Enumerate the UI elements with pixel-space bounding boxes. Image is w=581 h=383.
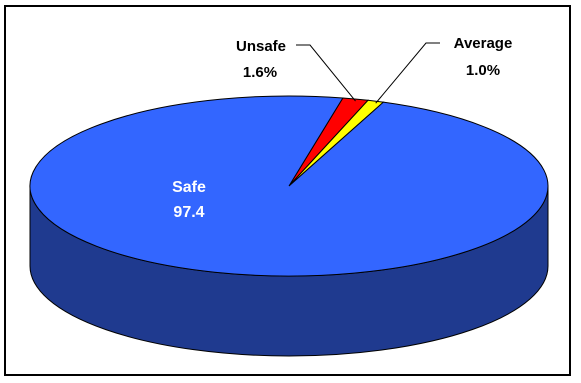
slice-label-safe-value: 97.4 — [173, 204, 204, 221]
slice-label-average-name: Average — [454, 35, 513, 52]
leader-lines — [296, 42, 440, 104]
leader-line-average — [375, 42, 440, 104]
slice-label-average-value: 1.0% — [466, 62, 500, 79]
pie-top-group — [29, 95, 549, 277]
pie-slice-safe — [29, 95, 549, 277]
leader-line-unsafe — [296, 44, 356, 102]
slice-label-unsafe-value: 1.6% — [243, 64, 277, 81]
slice-label-unsafe-name: Unsafe — [236, 38, 286, 55]
slice-label-safe-name: Safe — [172, 179, 206, 196]
